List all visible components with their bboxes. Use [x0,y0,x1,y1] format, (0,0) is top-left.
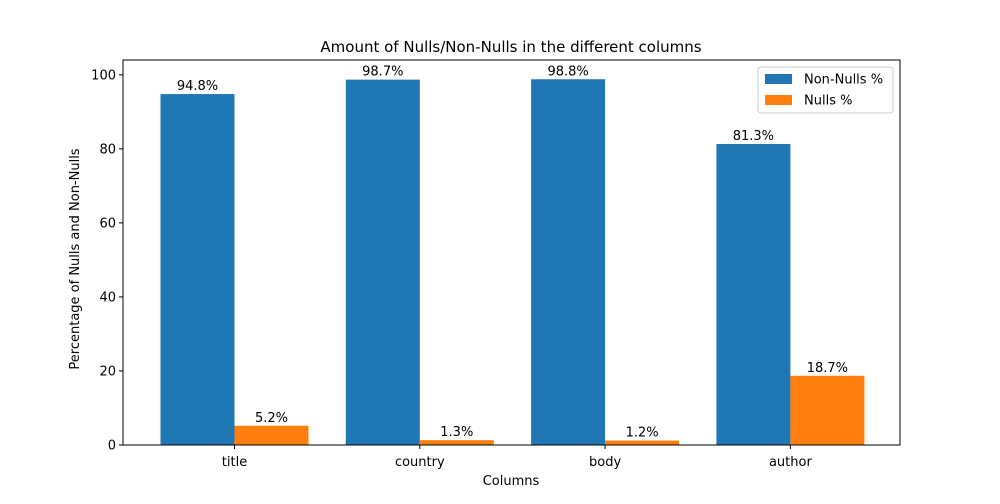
legend: Non-Nulls % Nulls % [757,66,894,114]
bar-value-label: 1.3% [440,425,473,440]
y-tick-label: 60 [99,216,116,231]
x-tick-label: country [395,455,445,470]
legend-entry: Non-Nulls % [804,73,883,88]
plot-area: 0 20 40 60 80 100 title 94.8% 5.2% country 98.7% 1.… [91,64,865,470]
bar-non-nulls-body [531,79,606,445]
legend-swatch [765,74,792,84]
y-axis-label: Percentage of Nulls and Non-Nulls [68,148,83,369]
legend-entry: Nulls % [804,94,852,109]
x-tick-label: title [222,455,247,470]
bar-nulls-country [419,440,494,445]
bar-value-label: 94.8% [177,79,218,94]
bar-nulls-author [790,375,865,445]
bar-value-label: 18.7% [807,361,848,376]
y-tick-label: 80 [99,142,116,157]
legend-swatch [765,95,792,105]
y-tick-label: 100 [91,68,116,83]
bar-nulls-title [234,425,309,445]
bar-value-label: 98.8% [547,64,588,79]
bar-value-label: 5.2% [255,411,288,426]
y-tick-label: 40 [99,290,116,305]
bar-non-nulls-title [160,94,235,446]
chart-title: Amount of Nulls/Non-Nulls in the differe… [320,38,701,56]
y-tick-label: 0 [108,439,116,454]
x-tick-label: author [769,455,812,470]
y-tick-label: 20 [99,364,116,379]
bar-nulls-body [605,440,680,445]
bar-value-label: 81.3% [733,129,774,144]
plot-frame [122,59,901,446]
bar-non-nulls-country [345,79,420,446]
bar-non-nulls-author [716,144,791,445]
bar-value-label: 98.7% [362,65,403,80]
x-tick-label: body [589,455,621,470]
x-axis-label: Columns [483,474,540,489]
bar-value-label: 1.2% [626,426,659,441]
